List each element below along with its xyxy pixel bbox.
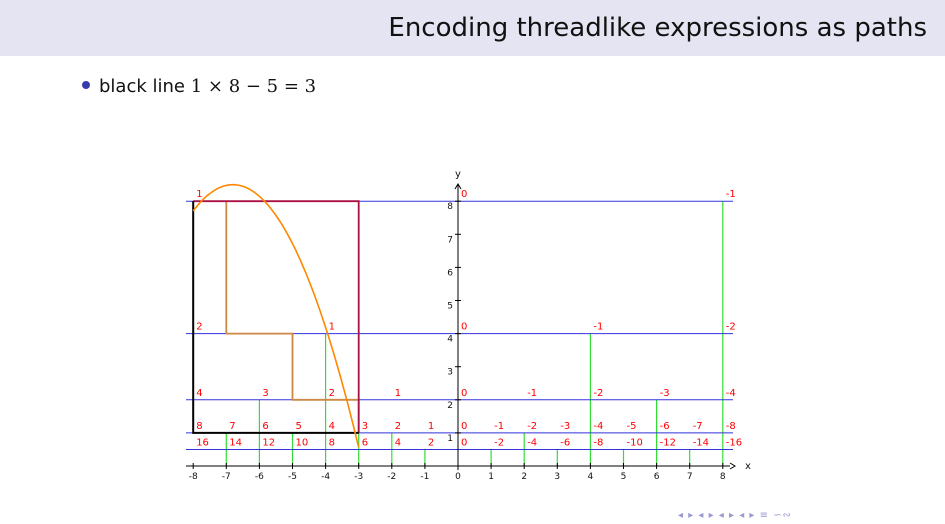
x-tick-label: -8: [189, 472, 198, 482]
value-label: 8: [196, 421, 202, 432]
y-axis-label: y: [455, 169, 461, 180]
value-label: -6: [560, 437, 570, 448]
x-axis-label: x: [745, 461, 751, 472]
value-label: 1: [428, 421, 434, 432]
crimson-path: [193, 200, 360, 433]
tan-path: [225, 201, 360, 433]
x-tick-label: 8: [720, 472, 726, 482]
value-label: -6: [660, 421, 670, 432]
value-label: 3: [362, 421, 368, 432]
y-tick-label: 7: [447, 235, 453, 245]
x-tick-label: -6: [255, 472, 264, 482]
x-tick-label: -4: [321, 472, 330, 482]
value-label: 0: [461, 421, 467, 432]
bullet-label: black line: [99, 76, 185, 97]
value-label: -5: [627, 421, 637, 432]
value-label: 16: [196, 437, 209, 448]
value-label: 2: [395, 421, 401, 432]
x-tick-label: 2: [521, 472, 527, 482]
value-label: 0: [461, 388, 467, 399]
x-tick-label: -2: [387, 472, 396, 482]
x-tick-label: 6: [654, 472, 660, 482]
value-label: 1: [395, 388, 401, 399]
value-label: -2: [527, 421, 537, 432]
value-label: -16: [726, 437, 742, 448]
x-tick-label: -5: [288, 472, 297, 482]
y-tick-label: 4: [447, 335, 453, 345]
slide-title: Encoding threadlike expressions as paths: [388, 13, 927, 43]
value-label: 1: [329, 322, 335, 333]
value-label: 2: [329, 388, 335, 399]
value-label: 3: [262, 388, 268, 399]
x-tick-label: 4: [588, 472, 594, 482]
value-label: 8: [329, 437, 335, 448]
value-label: -10: [627, 437, 643, 448]
value-label: 6: [262, 421, 268, 432]
value-label: -8: [593, 437, 603, 448]
value-label: -1: [527, 388, 537, 399]
y-tick-label: 5: [447, 302, 453, 312]
value-label: 5: [296, 421, 302, 432]
value-label: -8: [726, 421, 736, 432]
value-label: -3: [660, 388, 670, 399]
y-tick-label: 6: [447, 268, 453, 278]
title-bar: Encoding threadlike expressions as paths: [0, 0, 945, 56]
value-label: -4: [527, 437, 537, 448]
value-label: 10: [296, 437, 309, 448]
x-tick-label: 3: [554, 472, 560, 482]
value-label: 12: [262, 437, 275, 448]
value-label: 0: [461, 322, 467, 333]
value-label: 2: [196, 322, 202, 333]
beamer-navigation[interactable]: ◂ ▸ ◂ ▸ ◂ ▸ ◂ ▸ ≡ ∽∾: [678, 510, 792, 521]
value-label: -4: [593, 421, 603, 432]
value-label: 6: [362, 437, 368, 448]
value-label: -7: [693, 421, 703, 432]
y-tick-label: 1: [447, 434, 453, 444]
x-tick-label: 5: [621, 472, 627, 482]
value-label: 4: [329, 421, 335, 432]
x-tick-label: 1: [488, 472, 494, 482]
value-label: 0: [461, 437, 467, 448]
value-label: 7: [229, 421, 235, 432]
x-axis-arrow: [729, 462, 736, 470]
value-label: -2: [726, 322, 736, 333]
value-label: -1: [726, 189, 736, 200]
value-label: -1: [593, 322, 603, 333]
value-label: -1: [494, 421, 504, 432]
x-tick-label: -7: [222, 472, 231, 482]
value-label: 14: [229, 437, 242, 448]
value-label: -3: [560, 421, 570, 432]
value-label: -2: [494, 437, 504, 448]
bullet-item: black line 1 × 8 − 5 = 3: [82, 76, 316, 97]
y-tick-label: 8: [447, 202, 453, 212]
value-label: 4: [395, 437, 401, 448]
value-label: 0: [461, 189, 467, 200]
bullet-expression: 1 × 8 − 5 = 3: [190, 76, 317, 97]
value-label: -4: [726, 388, 736, 399]
value-label: -12: [660, 437, 676, 448]
black-path: [192, 201, 359, 434]
value-label: -14: [693, 437, 709, 448]
bullet-icon: [82, 81, 90, 89]
value-label: -2: [593, 388, 603, 399]
x-tick-label: -1: [420, 472, 429, 482]
x-tick-label: 7: [687, 472, 693, 482]
x-tick-label: -3: [354, 472, 363, 482]
value-label: 2: [428, 437, 434, 448]
value-label: 1: [196, 189, 202, 200]
value-label: 4: [196, 388, 202, 399]
y-axis-arrow: [454, 183, 462, 190]
y-tick-label: 2: [447, 401, 453, 411]
y-tick-label: 3: [447, 368, 453, 378]
x-tick-label: 0: [455, 472, 461, 482]
orange-curve: [192, 183, 360, 448]
